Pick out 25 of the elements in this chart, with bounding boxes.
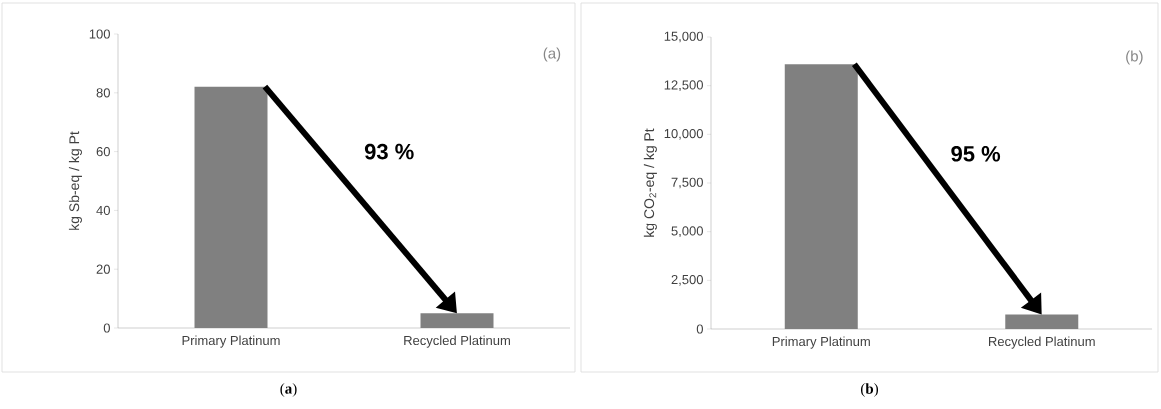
x-tick-label: Primary Platinum: [182, 335, 280, 348]
annotation: (a): [543, 47, 561, 62]
text: (b): [861, 383, 879, 397]
y-tick-label: 7,500: [671, 177, 703, 189]
x-tick-label: Recycled Platinum: [989, 336, 1095, 349]
annotation: 95 %: [951, 146, 1001, 162]
x-tick-label: Primary Platinum: [772, 336, 870, 349]
y-tick-label: 12,500: [664, 80, 703, 92]
annotation: (b): [1126, 50, 1143, 65]
y-tick-label: 0: [103, 323, 110, 333]
y-axis-title: kg Sb-eq / kg Pt: [68, 131, 82, 230]
y-tick-label: 100: [89, 29, 110, 39]
y-tick-label: 5,000: [671, 226, 703, 238]
y-tick-label: 80: [96, 88, 110, 98]
y-tick-label: 15,000: [664, 31, 703, 43]
y-tick-label: 10,000: [664, 128, 703, 140]
x-tick-label: Recycled Platinum: [404, 335, 510, 348]
y-tick-label: 0: [696, 324, 703, 334]
text: (a): [280, 383, 297, 397]
annotation: 93 %: [364, 143, 414, 160]
y-tick-label: 2,500: [671, 274, 703, 286]
y-axis-title: kg CO$_{2}$-eq / kg Pt: [643, 128, 657, 237]
y-tick-label: 40: [96, 205, 110, 216]
y-tick-label: 60: [96, 147, 110, 157]
y-tick-label: 20: [96, 264, 110, 274]
